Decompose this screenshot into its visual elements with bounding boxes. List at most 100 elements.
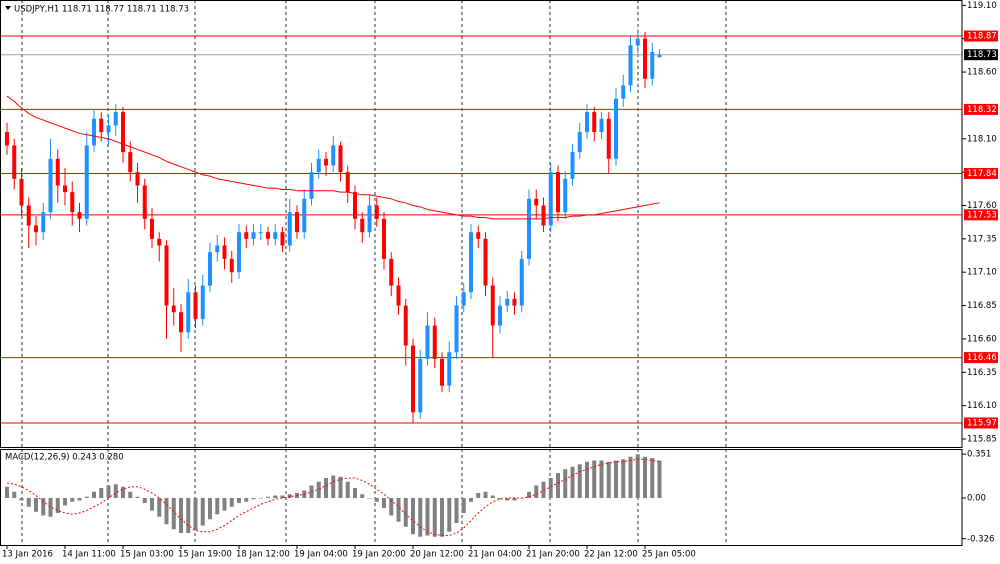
candle-body	[150, 218, 154, 239]
candle-body	[505, 298, 510, 306]
candle-body	[5, 132, 9, 146]
macd-bar	[563, 469, 568, 498]
candle-body	[527, 198, 531, 259]
macd-bar	[77, 498, 82, 501]
macd-bar	[483, 491, 488, 498]
level-tag	[964, 417, 998, 429]
candle-body	[440, 358, 444, 386]
y-tick-label: 0.00	[967, 494, 986, 504]
x-tick-label: 20 Jan 12:00	[410, 550, 464, 560]
candle-body	[200, 285, 205, 319]
macd-bar	[34, 498, 38, 512]
macd-bar	[222, 498, 227, 511]
macd-bar	[382, 498, 386, 508]
level-tag	[964, 352, 998, 364]
candle-body	[483, 238, 488, 286]
macd-bar	[512, 498, 517, 501]
macd-bar	[505, 498, 510, 501]
candle-body	[113, 112, 118, 126]
macd-bar	[237, 498, 241, 503]
candle-body	[338, 145, 343, 173]
current-price-label: 118.73	[967, 50, 997, 60]
candle-body	[389, 258, 394, 286]
macd-bar	[244, 498, 249, 502]
candle-body	[519, 258, 524, 306]
macd-bar	[396, 498, 401, 522]
macd-bar	[251, 498, 256, 500]
candle-body	[657, 54, 662, 58]
macd-bar	[179, 498, 183, 533]
candle-body	[215, 245, 220, 253]
macd-bar	[92, 491, 96, 498]
macd-bar	[606, 461, 611, 498]
macd-bar	[171, 498, 176, 530]
y-tick-label: 115.85	[967, 434, 997, 444]
candle-body	[331, 145, 336, 166]
macd-panel-frame	[0, 449, 963, 546]
macd-bar	[208, 498, 212, 520]
macd-bar	[490, 495, 495, 498]
moving-average	[6, 95, 660, 220]
macd-bar	[556, 473, 560, 498]
candle-body	[77, 212, 82, 219]
candle-body	[563, 178, 568, 213]
macd-bar	[614, 460, 618, 498]
macd-bar	[374, 498, 379, 502]
macd-bar	[150, 498, 154, 511]
macd-bar	[164, 498, 169, 525]
macd-bar	[135, 496, 140, 498]
macd-bar	[353, 488, 357, 498]
macd-bar	[548, 478, 553, 498]
macd-bar	[360, 494, 365, 498]
candle-body	[273, 232, 278, 239]
macd-bar	[585, 461, 589, 498]
current-price-tag	[964, 49, 998, 61]
macd-bar	[657, 460, 662, 498]
candle-body	[193, 292, 198, 319]
macd-bar	[106, 485, 111, 498]
candle-body	[142, 185, 147, 219]
macd-bar	[403, 498, 408, 527]
macd-bar	[26, 498, 31, 507]
candle-body	[237, 232, 241, 273]
level-label: 118.32	[967, 105, 997, 115]
candle-body	[461, 292, 466, 306]
candle-body	[512, 298, 517, 306]
macd-bar	[41, 498, 46, 516]
macd-bar	[592, 460, 597, 498]
x-tick-label: 21 Jan 04:00	[468, 550, 522, 560]
level-tag	[964, 209, 998, 221]
x-tick-label: 14 Jan 11:00	[62, 550, 116, 560]
macd-bar	[280, 495, 285, 498]
candle-body	[367, 205, 372, 233]
macd-bar	[498, 498, 502, 500]
x-tick-label: 19 Jan 04:00	[294, 550, 348, 560]
candle-body	[635, 38, 640, 46]
macd-bar	[12, 491, 17, 498]
macd-bar	[643, 456, 647, 498]
macd-bar	[577, 464, 582, 498]
candle-body	[396, 285, 401, 306]
macd-bar	[128, 491, 133, 498]
y-tick-label: 116.60	[967, 334, 997, 344]
macd-bar	[19, 498, 24, 501]
candle-body	[41, 212, 46, 233]
candle-body	[34, 225, 38, 233]
macd-bar	[534, 485, 539, 498]
candle-body	[84, 145, 89, 219]
price-panel-frame	[0, 0, 963, 448]
macd-bar	[157, 498, 162, 517]
chart-title: USDJPY,H1 118.71 118.77 118.71 118.73	[14, 5, 189, 15]
y-tick-label: 118.10	[967, 134, 997, 144]
candle-body	[244, 232, 249, 239]
macd-bar	[229, 498, 234, 507]
macd-bar	[541, 481, 546, 498]
macd-bar	[113, 484, 118, 498]
macd-bar	[273, 495, 278, 498]
macd-bar	[324, 478, 328, 498]
candle-body	[309, 172, 314, 199]
candle-body	[403, 305, 408, 346]
candle-body	[295, 212, 299, 233]
candle-body	[164, 245, 169, 306]
candle-body	[106, 125, 111, 133]
